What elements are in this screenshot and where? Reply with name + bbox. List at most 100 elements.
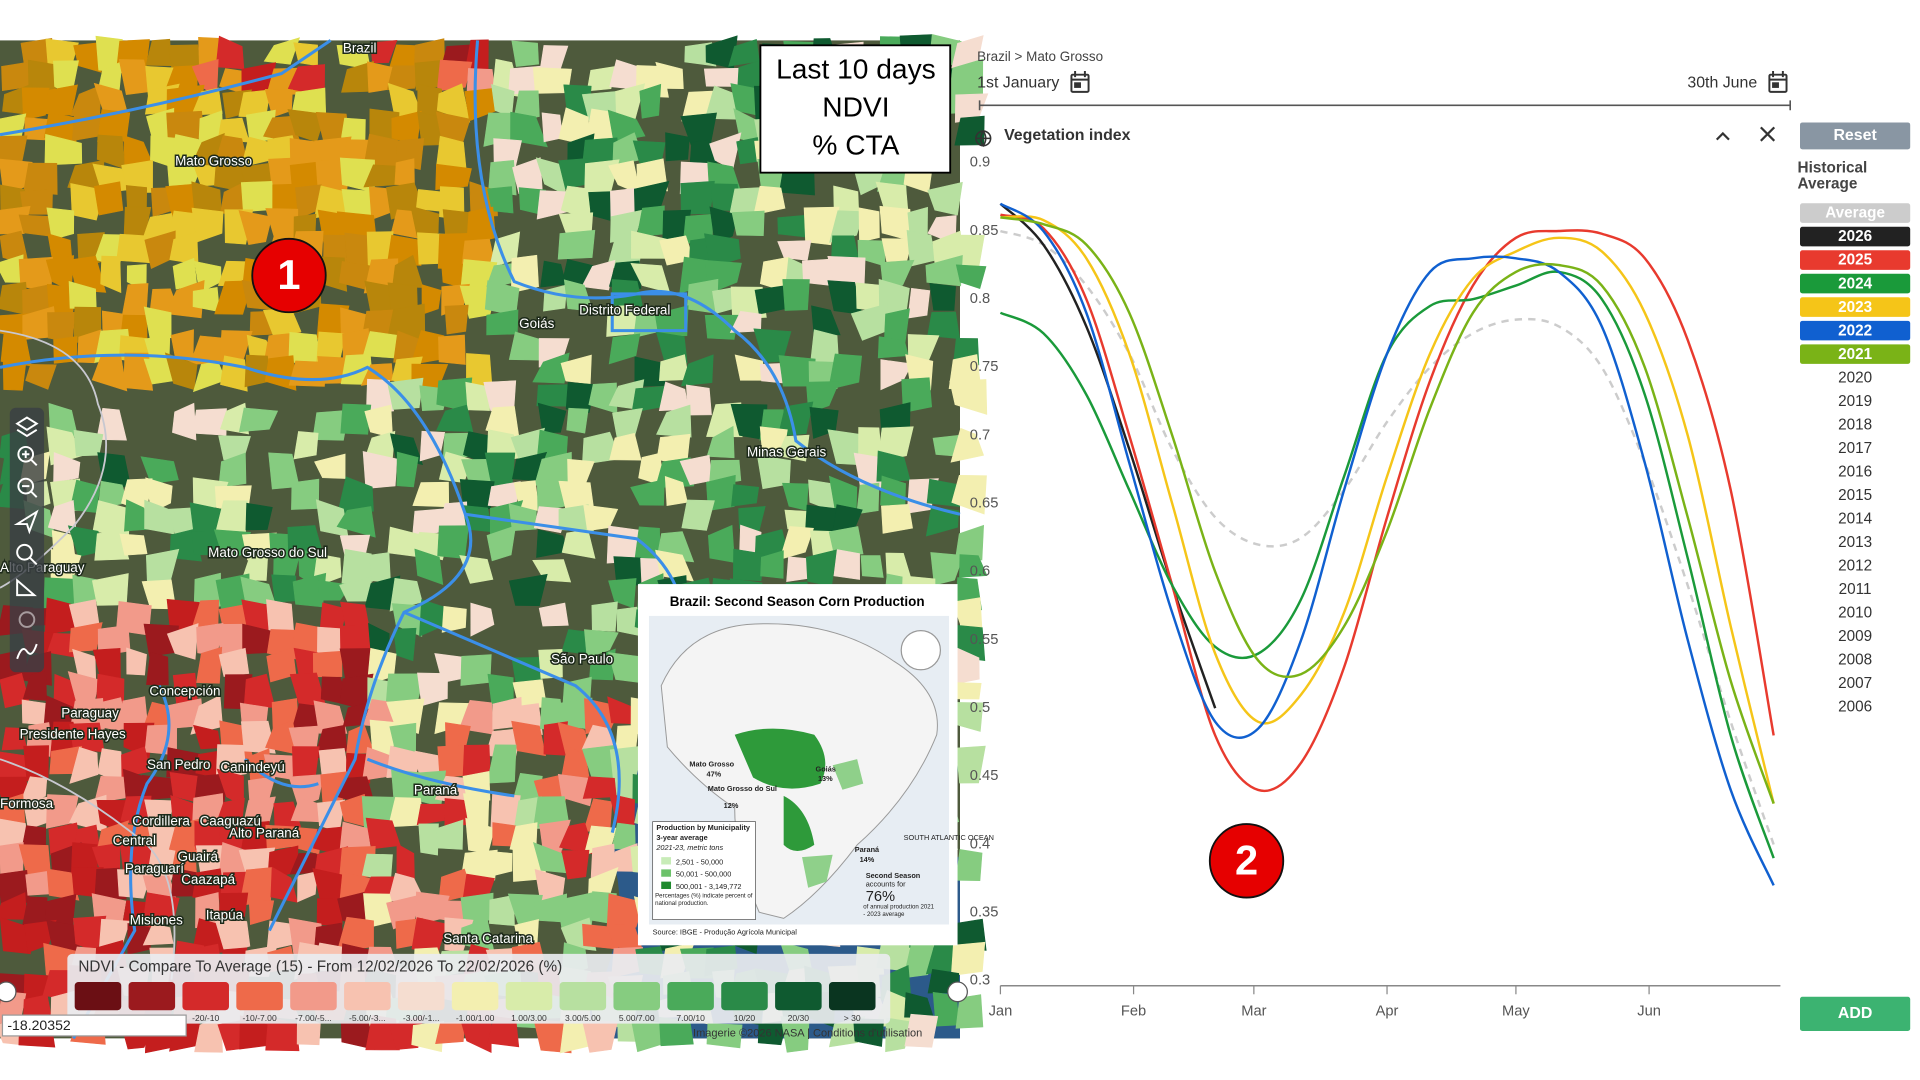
x-tick-label: Jan — [989, 1003, 1013, 1019]
close-button[interactable] — [1760, 126, 1776, 142]
place-label: Distrito Federal — [579, 303, 670, 318]
scroll-left[interactable] — [0, 981, 17, 1003]
municipality — [907, 287, 931, 319]
year-option[interactable]: 2010 — [1838, 604, 1872, 621]
municipality — [927, 181, 963, 216]
layers-icon[interactable] — [15, 416, 39, 438]
marker: 1 2 — [251, 237, 1285, 899]
legend-label: 2021 — [1838, 346, 1873, 363]
municipality — [858, 207, 880, 243]
search-icon[interactable] — [16, 543, 33, 561]
year-option[interactable]: 2014 — [1838, 510, 1873, 527]
municipality — [196, 646, 223, 684]
add-button[interactable] — [1800, 996, 1911, 1032]
municipality — [270, 866, 298, 903]
municipality — [218, 892, 249, 921]
reset-label: Reset — [1833, 127, 1877, 144]
municipality — [414, 548, 444, 585]
map-tools — [9, 407, 45, 673]
legend-button[interactable] — [1800, 250, 1911, 270]
date-slider[interactable] — [978, 100, 1792, 111]
legend-button[interactable] — [1800, 226, 1911, 247]
municipality — [606, 893, 645, 930]
calendar-icon[interactable] — [1768, 71, 1788, 93]
year-option[interactable]: 2013 — [1838, 534, 1872, 551]
municipality — [877, 426, 914, 462]
calendar-icon[interactable] — [1070, 71, 1090, 93]
municipality — [46, 868, 80, 901]
reset-button[interactable] — [1800, 122, 1911, 150]
start-date[interactable]: 1st January — [977, 74, 1059, 91]
zoom-out-icon[interactable] — [17, 477, 35, 495]
municipality — [584, 629, 619, 659]
legend-button[interactable] — [1800, 320, 1911, 341]
place-label: Caaguazú — [200, 813, 261, 828]
municipality — [417, 672, 448, 707]
inset-share-text: accounts for — [866, 880, 906, 889]
legend-button[interactable] — [1800, 344, 1911, 364]
y-tick-label: 0.35 — [970, 905, 999, 921]
collapse-button[interactable] — [1715, 131, 1730, 141]
legend-button[interactable] — [1800, 297, 1911, 317]
municipality — [557, 229, 596, 260]
legend-button[interactable] — [1800, 273, 1911, 294]
measure-icon[interactable] — [16, 578, 37, 597]
municipality — [681, 354, 714, 387]
year-option[interactable]: 2020 — [1838, 369, 1872, 386]
municipality — [44, 133, 83, 166]
zoom-in-icon[interactable] — [17, 445, 35, 463]
municipality — [312, 409, 350, 441]
municipality — [565, 381, 596, 413]
municipality — [166, 623, 199, 660]
target-icon[interactable] — [18, 611, 36, 628]
legend-swatch — [128, 982, 176, 1011]
locate-icon[interactable] — [13, 509, 39, 535]
marker-label: 2 — [1235, 836, 1258, 883]
year-option[interactable]: 2012 — [1838, 557, 1872, 574]
inset-swatch — [661, 881, 672, 889]
year-option[interactable]: 2017 — [1838, 440, 1872, 457]
municipality — [656, 404, 692, 438]
inset-share-note-box: of annual production 2021 - 2023 average — [863, 904, 934, 919]
year-option[interactable]: 2008 — [1838, 651, 1872, 668]
year-option[interactable]: 2015 — [1838, 487, 1872, 504]
municipality — [0, 917, 32, 955]
end-date[interactable]: 30th June — [1687, 74, 1757, 91]
attribution: Imagerie ©2026 NASA | Conditions d'utili… — [693, 1027, 922, 1039]
municipality — [218, 647, 250, 677]
inset-note-box: Percentages (%) indicate percent of nati… — [655, 893, 752, 908]
legend-bin-label: 3.00/5.00 — [565, 1013, 601, 1023]
borders — [0, 39, 961, 1040]
legend-button[interactable] — [1800, 203, 1911, 223]
municipality — [165, 279, 205, 319]
year-option[interactable]: 2016 — [1838, 463, 1872, 480]
draw-icon[interactable] — [16, 643, 38, 660]
municipality — [929, 283, 956, 311]
municipality — [436, 59, 473, 92]
municipality — [779, 526, 814, 560]
municipality — [143, 306, 172, 342]
municipality — [46, 207, 75, 241]
municipality — [709, 206, 738, 245]
municipality — [73, 429, 104, 457]
scroll-right[interactable] — [947, 981, 968, 1003]
legend-swatch — [775, 982, 822, 1011]
year-option[interactable]: 2006 — [1838, 698, 1872, 715]
legend-label: 2025 — [1838, 252, 1873, 269]
legend-bin-label: 1.00/3.00 — [511, 1013, 547, 1023]
place-label: Alto Paraná — [229, 826, 300, 841]
municipality — [271, 574, 297, 603]
year-option[interactable]: 2018 — [1838, 416, 1872, 433]
place-label: Guairá — [178, 849, 219, 864]
y-tick-label: 0.75 — [970, 359, 999, 375]
year-option[interactable]: 2007 — [1838, 675, 1872, 692]
municipality — [484, 850, 513, 878]
municipality — [288, 331, 322, 364]
year-option[interactable]: 2009 — [1838, 628, 1872, 645]
historical-box: Historical Average — [1798, 160, 1868, 191]
legend-bin-label: -7.00/-5... — [295, 1013, 332, 1023]
year-option[interactable]: 2019 — [1838, 393, 1872, 410]
inset-swatch — [661, 869, 672, 877]
year-option[interactable]: 2011 — [1839, 581, 1872, 598]
municipality — [21, 87, 50, 121]
